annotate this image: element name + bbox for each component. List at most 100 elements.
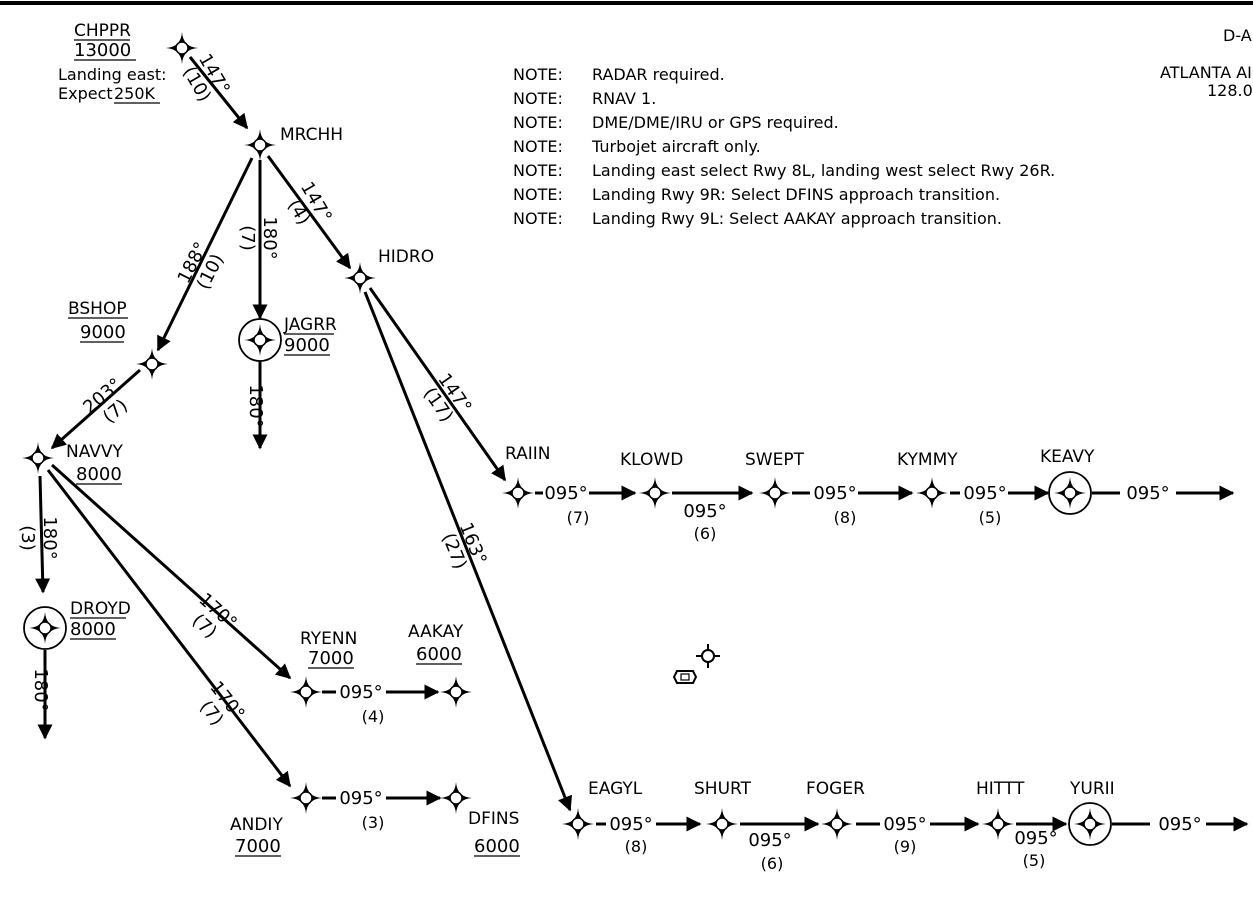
leg-distance: (3) (362, 813, 385, 832)
leg-course: 095° (339, 788, 382, 809)
waypoint-chppr-altitude: 13000 (74, 40, 131, 61)
waypoint-swept-symbol (758, 476, 792, 510)
leg-course: 095° (609, 814, 652, 835)
waypoint-jagrr-altitude: 9000 (284, 335, 330, 356)
waypoint-kymmy-name: KYMMY (897, 450, 958, 470)
waypoint-klowd-symbol (638, 476, 672, 510)
note-prefix: NOTE: (513, 137, 563, 156)
waypoint-eagyl-symbol (561, 807, 595, 841)
leg-hidro-raiin (368, 287, 507, 482)
note-text: RADAR required. (592, 65, 725, 84)
note-prefix: NOTE: (513, 65, 563, 84)
waypoint-aakay-name: AAKAY (408, 622, 464, 642)
vor-dme-icon (672, 670, 698, 684)
waypoint-andiy-symbol (289, 781, 323, 815)
note-text: Landing east select Rwy 8L, landing west… (592, 161, 1055, 180)
waypoint-kymmy-symbol (915, 476, 949, 510)
leg-distance: (9) (894, 837, 917, 856)
note-prefix: NOTE: (513, 161, 563, 180)
leg-distance: (3) (17, 525, 38, 551)
leg-mrchh-bshop (156, 157, 254, 352)
leg-mrchh-hidro (266, 155, 352, 270)
leg-course: 095° (1126, 483, 1169, 504)
leg-course: 095° (339, 682, 382, 703)
waypoint-droyd-name: DROYD (70, 599, 131, 619)
waypoint-aakay-altitude: 6000 (416, 644, 462, 665)
waypoint-yurii-name: YURII (1069, 779, 1115, 799)
waypoint-ryenn-altitude: 7000 (308, 648, 354, 669)
waypoint-raiin-symbol (501, 476, 535, 510)
waypoint-keavy-name: KEAVY (1040, 447, 1095, 467)
note-text: RNAV 1. (592, 89, 656, 108)
waypoint-mrchh-name: MRCHH (280, 125, 343, 145)
leg-course: 095° (1014, 828, 1057, 849)
leg-navvy-andiy (46, 469, 292, 788)
leg-course: 095° (544, 483, 587, 504)
leg-distance: (5) (979, 508, 1002, 527)
waypoint-droyd-altitude: 8000 (70, 619, 116, 640)
waypoint-eagyl-name: EAGYL (588, 779, 643, 799)
leg-course: 095° (813, 483, 856, 504)
note-text: DME/DME/IRU or GPS required. (592, 113, 839, 132)
leg-course: 180° (245, 384, 266, 427)
waypoint-foger-symbol (820, 807, 854, 841)
leg-distance: (8) (625, 837, 648, 856)
note-text: Turbojet aircraft only. (591, 137, 761, 156)
waypoint-bshop-altitude: 9000 (80, 322, 126, 343)
waypoint-hittt-symbol (981, 807, 1015, 841)
waypoint-swept-name: SWEPT (745, 450, 805, 470)
speed-note-line1: Landing east: (58, 65, 167, 84)
leg-distance: (4) (362, 707, 385, 726)
leg-bshop-navvy (50, 368, 141, 450)
note-text: Landing Rwy 9L: Select AAKAY approach tr… (592, 209, 1002, 228)
notes-block: NOTE: RADAR required. NOTE: RNAV 1. NOTE… (513, 65, 1055, 228)
note-prefix: NOTE: (513, 89, 563, 108)
waypoint-chppr-name: CHPPR (74, 21, 131, 41)
waypoint-bshop-name: BSHOP (68, 299, 127, 319)
waypoints (21, 31, 1112, 846)
waypoint-hittt-name: HITTT (976, 779, 1025, 799)
leg-distance: (8) (834, 508, 857, 527)
leg-distance: (7) (567, 508, 590, 527)
waypoint-jagrr-name: JAGRR (283, 315, 337, 335)
leg-hidro-eagyl (363, 291, 573, 812)
chart-id: D-A (1223, 26, 1252, 45)
waypoint-dfins-name: DFINS (468, 809, 519, 829)
waypoint-navvy-name: NAVVY (66, 442, 124, 462)
leg-course: 095° (1158, 814, 1201, 835)
note-text: Landing Rwy 9R: Select DFINS approach tr… (592, 185, 1000, 204)
waypoint-andiy-name: ANDIY (230, 815, 283, 835)
leg-course: 095° (748, 830, 791, 851)
vor-icon (696, 644, 720, 668)
header-frequency: 128.0 (1207, 81, 1253, 100)
speed-note-expect: Expect (58, 84, 113, 103)
leg-course: 180° (39, 516, 60, 559)
leg-distance: (6) (761, 854, 784, 873)
waypoint-klowd-name: KLOWD (620, 450, 683, 470)
leg-course: 180° (30, 668, 51, 711)
leg-distance: (5) (1023, 851, 1046, 870)
leg-navvy-droyd (35, 475, 51, 594)
waypoint-andiy-altitude: 7000 (235, 836, 281, 857)
waypoint-aakay-symbol (439, 675, 473, 709)
waypoint-mrchh-symbol (243, 128, 277, 162)
note-prefix: NOTE: (513, 113, 563, 132)
leg-course: 095° (883, 814, 926, 835)
waypoint-shurt-name: SHURT (694, 779, 752, 799)
waypoint-navvy-altitude: 8000 (76, 464, 122, 485)
waypoint-ryenn-symbol (289, 675, 323, 709)
leg-distance: (7) (237, 225, 258, 251)
waypoint-ryenn-name: RYENN (300, 629, 357, 649)
leg-navvy-ryenn (50, 463, 292, 680)
waypoint-shurt-symbol (705, 807, 739, 841)
leg-course: 095° (683, 501, 726, 522)
waypoint-bshop-symbol (135, 347, 169, 381)
label-knockouts (336, 482, 1206, 833)
waypoint-hidro-name: HIDRO (378, 247, 434, 267)
speed-restriction: 250K (114, 84, 156, 103)
header-facility: ATLANTA AI (1160, 63, 1252, 82)
leg-distance: (6) (694, 524, 717, 543)
waypoint-labels: CHPPR 13000 Landing east: Expect 250K MR… (58, 21, 1115, 857)
waypoint-foger-name: FOGER (806, 779, 865, 799)
